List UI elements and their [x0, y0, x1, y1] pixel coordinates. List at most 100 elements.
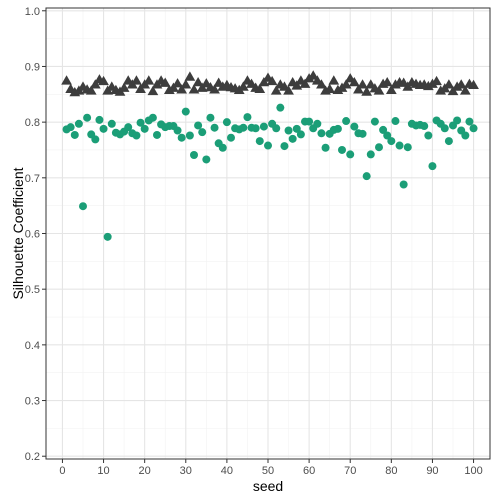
circle-point	[461, 131, 470, 140]
circle-point	[210, 123, 219, 132]
circle-point	[153, 130, 161, 139]
triangle-point	[118, 82, 130, 92]
x-tick-label: 80	[385, 465, 397, 477]
circle-point	[124, 123, 133, 132]
circle-point	[70, 130, 79, 139]
triangle-point	[299, 78, 311, 88]
circle-point	[259, 122, 268, 131]
x-tick-label: 60	[303, 465, 315, 477]
triangle-point	[159, 77, 171, 87]
circle-point	[107, 119, 116, 128]
triangle-point	[184, 71, 196, 81]
circle-point	[333, 124, 342, 133]
plot-series	[61, 70, 479, 241]
triangle-point	[357, 79, 368, 89]
circle-point	[272, 124, 281, 133]
triangle-point	[85, 85, 97, 95]
circle-point	[177, 133, 186, 142]
circle-series	[62, 103, 478, 241]
triangle-point	[180, 79, 192, 89]
circle-point	[379, 125, 388, 134]
x-tick-label: 40	[221, 465, 233, 477]
x-tick-label: 30	[180, 465, 192, 477]
y-tick-label: 0.3	[25, 396, 40, 408]
triangle-point	[283, 85, 294, 95]
circle-point	[428, 162, 437, 171]
circle-point	[103, 232, 112, 241]
circle-point	[218, 143, 227, 152]
circle-point	[317, 129, 326, 138]
circle-point	[395, 141, 404, 150]
circle-point	[383, 131, 392, 140]
circle-point	[399, 180, 408, 189]
circle-point	[173, 126, 182, 135]
circle-point	[350, 122, 359, 131]
circle-point	[255, 137, 264, 146]
triangle-point	[172, 78, 183, 88]
circle-point	[453, 116, 462, 125]
circle-point	[440, 124, 449, 133]
circle-point	[185, 131, 194, 140]
circle-point	[222, 118, 231, 127]
circle-point	[264, 141, 272, 150]
circle-point	[469, 124, 478, 133]
circle-point	[136, 118, 145, 127]
x-tick-label: 0	[59, 465, 65, 477]
triangle-point	[468, 79, 479, 90]
circle-point	[288, 134, 297, 143]
circle-point	[99, 124, 108, 133]
circle-point	[280, 142, 289, 151]
circle-point	[239, 123, 248, 132]
circle-point	[194, 121, 203, 130]
triangle-point	[431, 75, 442, 86]
triangle-point	[192, 76, 204, 87]
x-tick-label: 10	[97, 465, 109, 477]
triangle-point	[237, 81, 249, 91]
circle-point	[243, 113, 252, 122]
triangle-point	[348, 76, 360, 87]
triangle-point	[254, 83, 266, 93]
y-tick-label: 0.4	[25, 340, 40, 352]
circle-point	[95, 115, 104, 124]
circle-point	[140, 124, 149, 133]
x-tick-label: 70	[344, 465, 356, 477]
circle-point	[305, 117, 314, 126]
axis-tick-labels: 0 10 20 30 40 50 60 70 80 90 100 0.2 0.3 0.4 0.5 0.6 0.7…	[25, 6, 483, 477]
circle-point	[391, 117, 400, 126]
circle-point	[292, 124, 301, 133]
triangle-point	[147, 85, 159, 96]
circle-point	[338, 145, 346, 154]
triangle-point	[291, 80, 303, 90]
triangle-point	[328, 75, 340, 85]
circle-point	[465, 117, 474, 126]
triangle-point	[266, 75, 278, 86]
x-tick-label: 20	[139, 465, 151, 477]
triangle-point	[381, 76, 393, 87]
triangle-point	[316, 79, 327, 89]
circle-point	[403, 143, 412, 152]
y-tick-label: 1.0	[25, 6, 40, 18]
circle-point	[296, 130, 305, 139]
triangle-point	[89, 79, 101, 89]
circle-point	[74, 119, 83, 128]
circle-point	[79, 202, 87, 211]
triangle-point	[353, 84, 364, 94]
circle-point	[190, 150, 198, 159]
circle-point	[362, 172, 371, 181]
y-tick-label: 0.6	[25, 229, 40, 241]
circle-point	[370, 117, 379, 126]
triangle-point	[61, 75, 72, 85]
triangle-point	[209, 84, 220, 94]
x-tick-label: 90	[426, 465, 438, 477]
triangle-point	[373, 85, 385, 95]
circle-point	[420, 122, 429, 131]
circle-point	[66, 123, 75, 132]
triangle-point	[270, 85, 282, 95]
circle-point	[342, 117, 351, 126]
circle-point	[251, 124, 260, 133]
circle-point	[346, 150, 355, 159]
triangle-point	[307, 70, 319, 80]
circle-point	[132, 131, 141, 140]
circle-point	[321, 143, 330, 152]
circle-point	[276, 103, 285, 112]
